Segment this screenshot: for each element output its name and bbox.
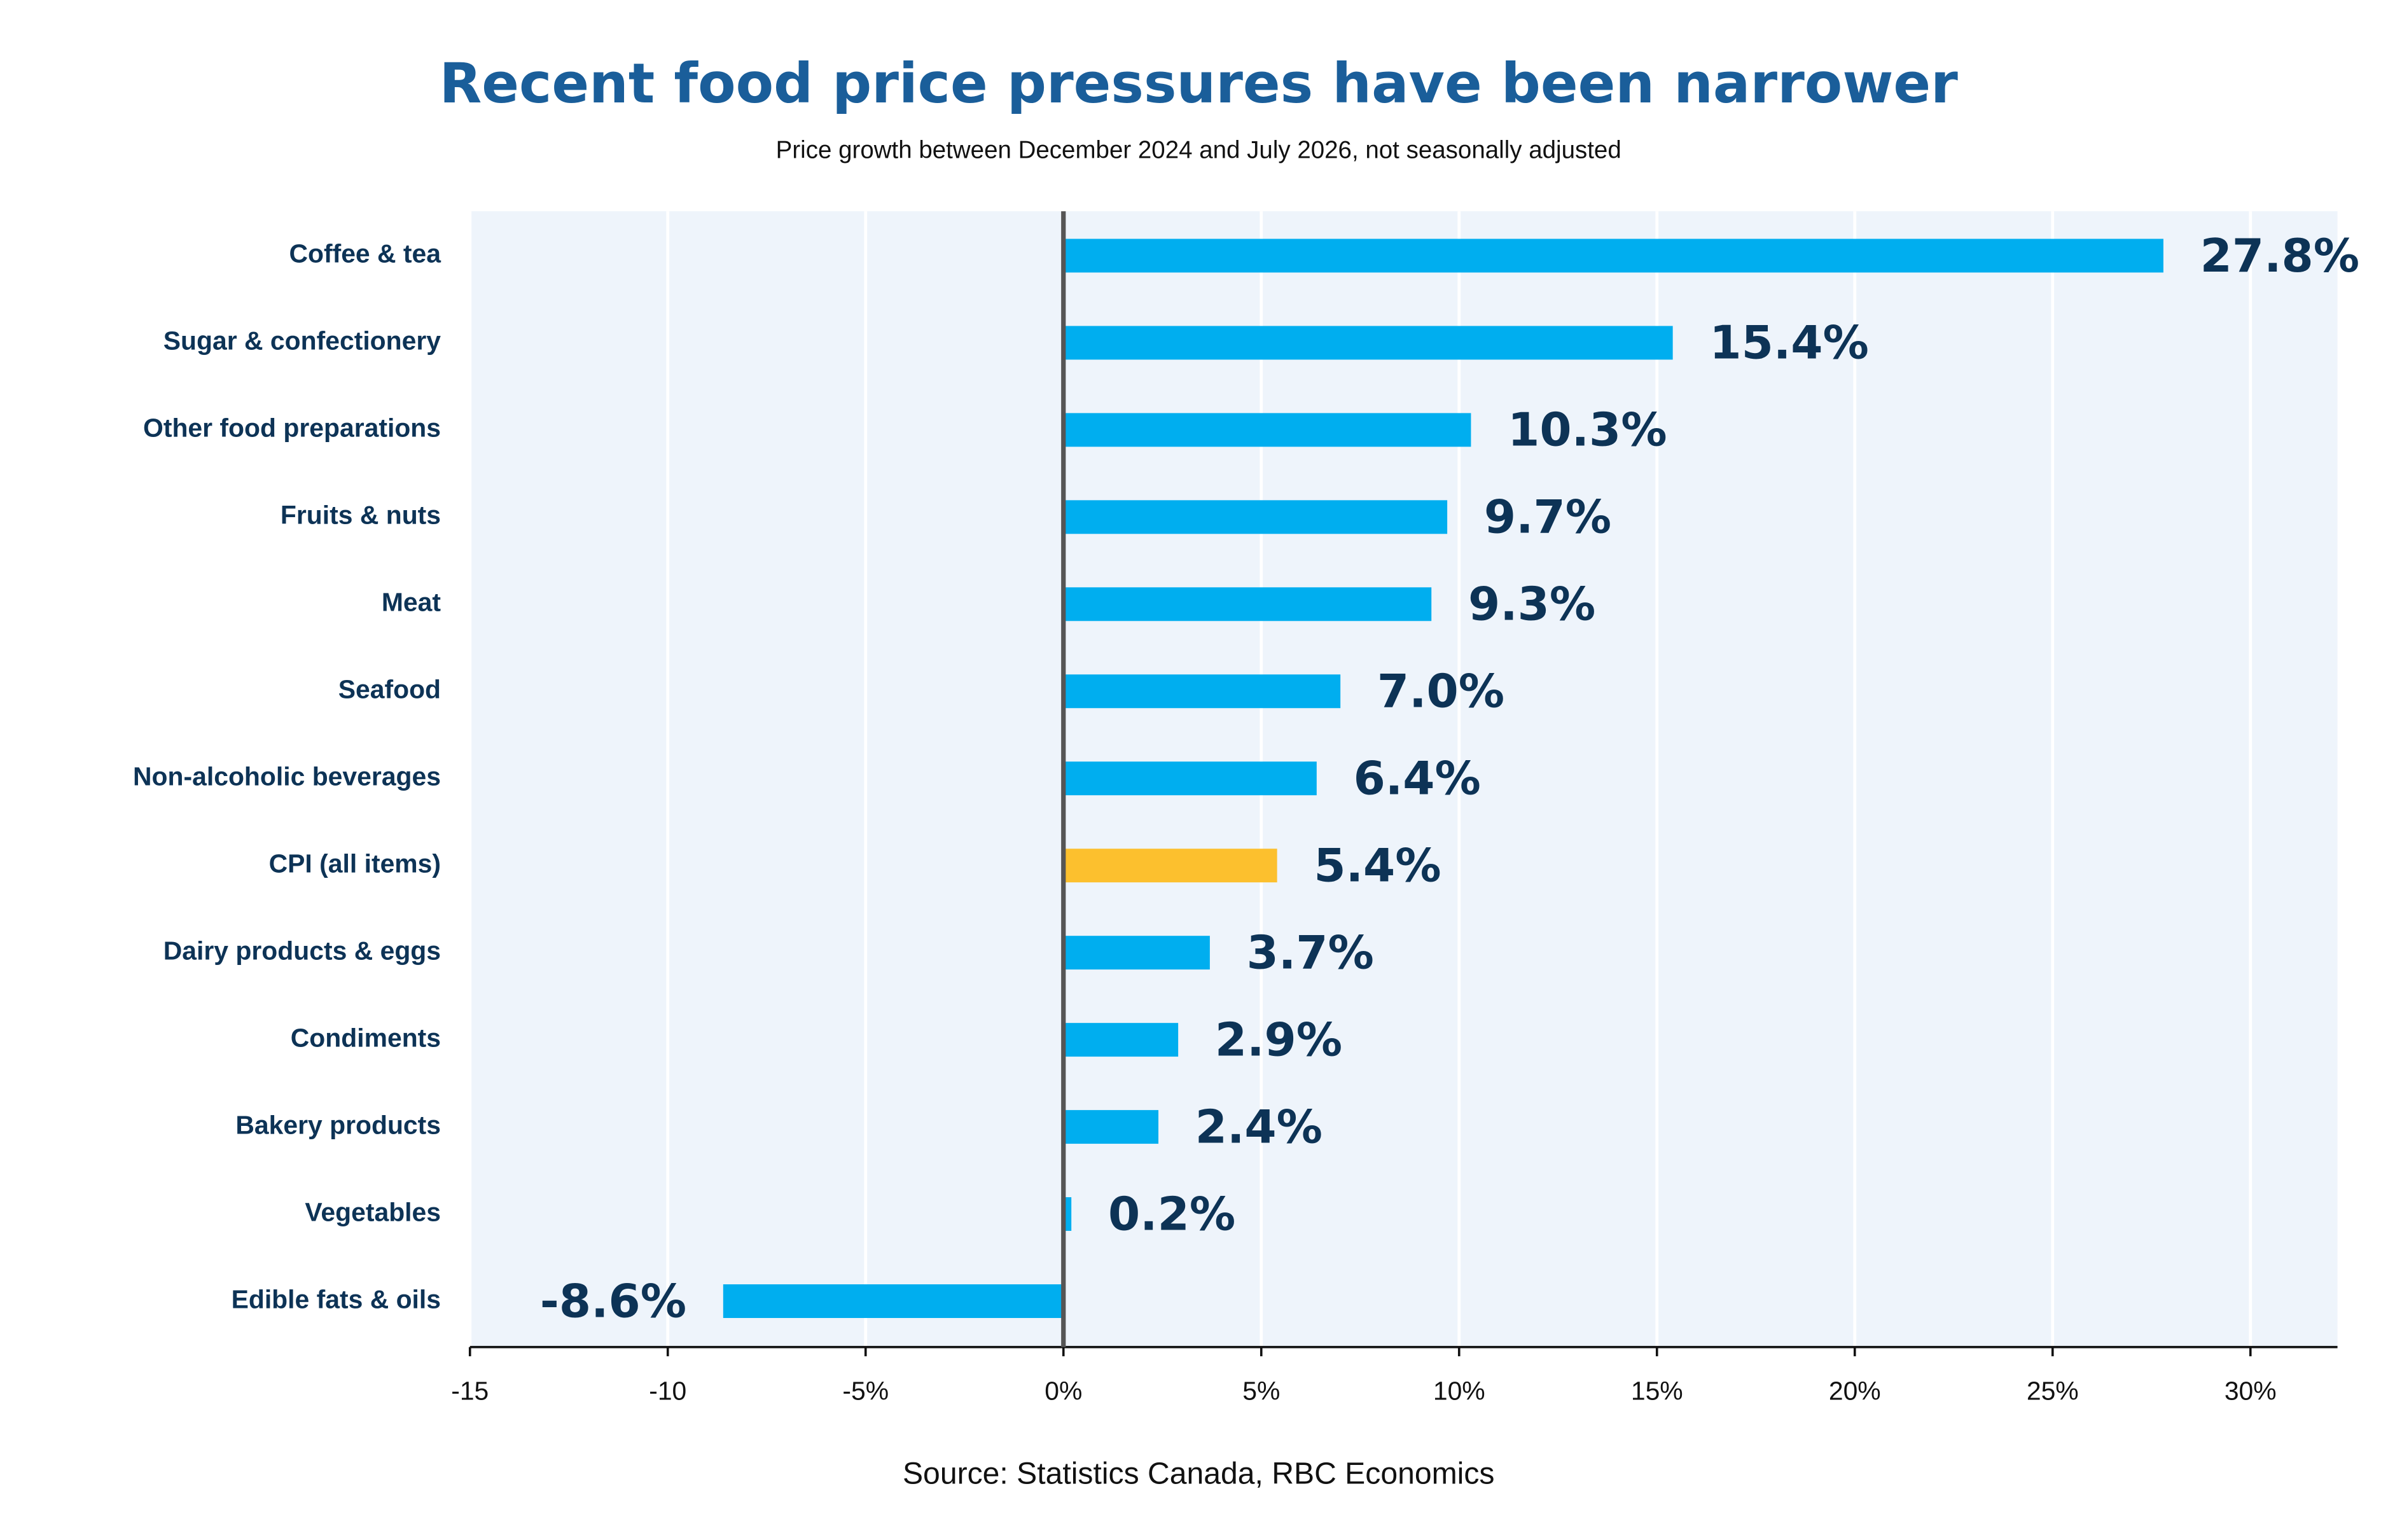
chart-subtitle: Price growth between December 2024 and J… <box>776 136 1621 163</box>
category-label: Edible fats & oils <box>232 1284 441 1314</box>
x-tick-label: -5% <box>842 1377 889 1406</box>
plot-area <box>469 211 2338 1347</box>
bar <box>723 1284 1064 1318</box>
bar <box>1063 849 1277 883</box>
category-label: Bakery products <box>235 1110 441 1139</box>
value-label: 9.3% <box>1468 578 1595 632</box>
bar <box>1063 500 1448 534</box>
value-label: 5.4% <box>1314 840 1441 893</box>
x-tick-label: 20% <box>1829 1377 1881 1406</box>
x-tick-label: 15% <box>1631 1377 1683 1406</box>
value-label: 2.4% <box>1195 1100 1322 1154</box>
bar <box>1063 239 2163 273</box>
x-tick-label: -10 <box>649 1377 686 1406</box>
category-label: Dairy products & eggs <box>163 936 441 965</box>
category-label: Non-alcoholic beverages <box>133 762 441 791</box>
category-label: Other food preparations <box>143 413 441 443</box>
x-tick-label: 25% <box>2027 1377 2079 1406</box>
x-tick-label: 0% <box>1045 1377 1082 1406</box>
x-tick-label: -15 <box>451 1377 489 1406</box>
category-label: Meat <box>382 588 441 617</box>
x-tick-label: 10% <box>1433 1377 1485 1406</box>
value-label: 0.2% <box>1108 1188 1235 1241</box>
value-label: 7.0% <box>1377 665 1504 719</box>
bar <box>1063 326 1673 360</box>
value-label: -8.6% <box>540 1275 686 1328</box>
bar <box>1063 1110 1159 1144</box>
bar <box>1063 761 1317 796</box>
bar <box>1063 674 1341 709</box>
value-label: 3.7% <box>1247 926 1374 980</box>
category-label: Fruits & nuts <box>281 501 441 530</box>
category-label: CPI (all items) <box>269 849 441 878</box>
category-label: Seafood <box>338 675 441 704</box>
category-label: Vegetables <box>305 1197 441 1226</box>
value-label: 9.7% <box>1484 491 1611 545</box>
value-label: 15.4% <box>1709 317 1868 370</box>
bar <box>1063 587 1432 621</box>
source-note: Source: Statistics Canada, RBC Economics <box>903 1457 1495 1491</box>
value-label: 27.8% <box>2200 230 2359 283</box>
x-tick-label: 5% <box>1242 1377 1280 1406</box>
category-label: Sugar & confectionery <box>163 326 441 356</box>
chart-title: Recent food price pressures have been na… <box>440 52 1959 116</box>
value-label: 6.4% <box>1354 753 1481 806</box>
value-label: 10.3% <box>1508 404 1667 457</box>
bar <box>1063 936 1210 970</box>
bar <box>1063 1023 1179 1057</box>
x-tick-label: 30% <box>2225 1377 2277 1406</box>
value-label: 2.9% <box>1215 1013 1342 1067</box>
bar <box>1063 413 1471 447</box>
category-label: Condiments <box>291 1023 441 1052</box>
category-label: Coffee & tea <box>289 239 441 268</box>
